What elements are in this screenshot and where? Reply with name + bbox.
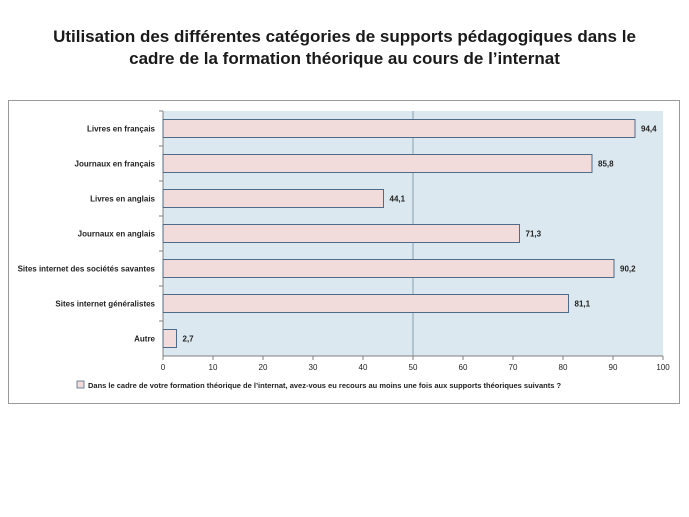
data-label: 2,7	[183, 335, 195, 344]
category-label: Livres en anglais	[90, 195, 155, 204]
legend-label: Dans le cadre de votre formation théoriq…	[88, 381, 561, 390]
chart-frame: 0 10 20 30 40 50 60 70 80 90 100 Livres en français…	[8, 100, 680, 404]
x-tick-label: 100	[656, 363, 670, 372]
bar	[162, 259, 615, 278]
x-tick-label: 20	[259, 363, 268, 372]
x-tick-label: 80	[559, 363, 568, 372]
x-tick-label: 90	[609, 363, 618, 372]
category-label: Journaux en français	[75, 160, 156, 169]
x-tick-label: 60	[459, 363, 468, 372]
bar	[162, 154, 593, 173]
x-tick-label: 50	[409, 363, 418, 372]
x-tick-label: 0	[161, 363, 166, 372]
data-label: 94,4	[641, 125, 657, 134]
title-line-1: Utilisation des différentes catégories d…	[53, 27, 636, 46]
x-tick-label: 30	[309, 363, 318, 372]
data-label: 44,1	[390, 195, 406, 204]
data-label: 71,3	[526, 230, 542, 239]
bar	[162, 329, 177, 348]
bar	[162, 119, 636, 138]
data-label: 85,8	[598, 160, 614, 169]
x-tick-label: 40	[359, 363, 368, 372]
data-label: 81,1	[575, 300, 591, 309]
title-line-2: cadre de la formation théorique au cours…	[129, 49, 560, 68]
legend-swatch	[76, 380, 85, 389]
bar	[162, 294, 569, 313]
category-label: Journaux en anglais	[78, 230, 156, 239]
category-label: Sites internet généralistes	[55, 300, 155, 309]
slide-title: Utilisation des différentes catégories d…	[20, 26, 669, 70]
bar	[162, 224, 520, 243]
x-tick-label: 10	[209, 363, 218, 372]
data-label: 90,2	[620, 265, 636, 274]
category-label: Autre	[134, 335, 155, 344]
x-tick-label: 70	[509, 363, 518, 372]
bar	[162, 189, 384, 208]
category-label: Livres en français	[87, 125, 156, 134]
category-label: Sites internet des sociétés savantes	[18, 265, 156, 274]
bar-chart: 0 10 20 30 40 50 60 70 80 90 100 Livres en français…	[18, 110, 670, 390]
